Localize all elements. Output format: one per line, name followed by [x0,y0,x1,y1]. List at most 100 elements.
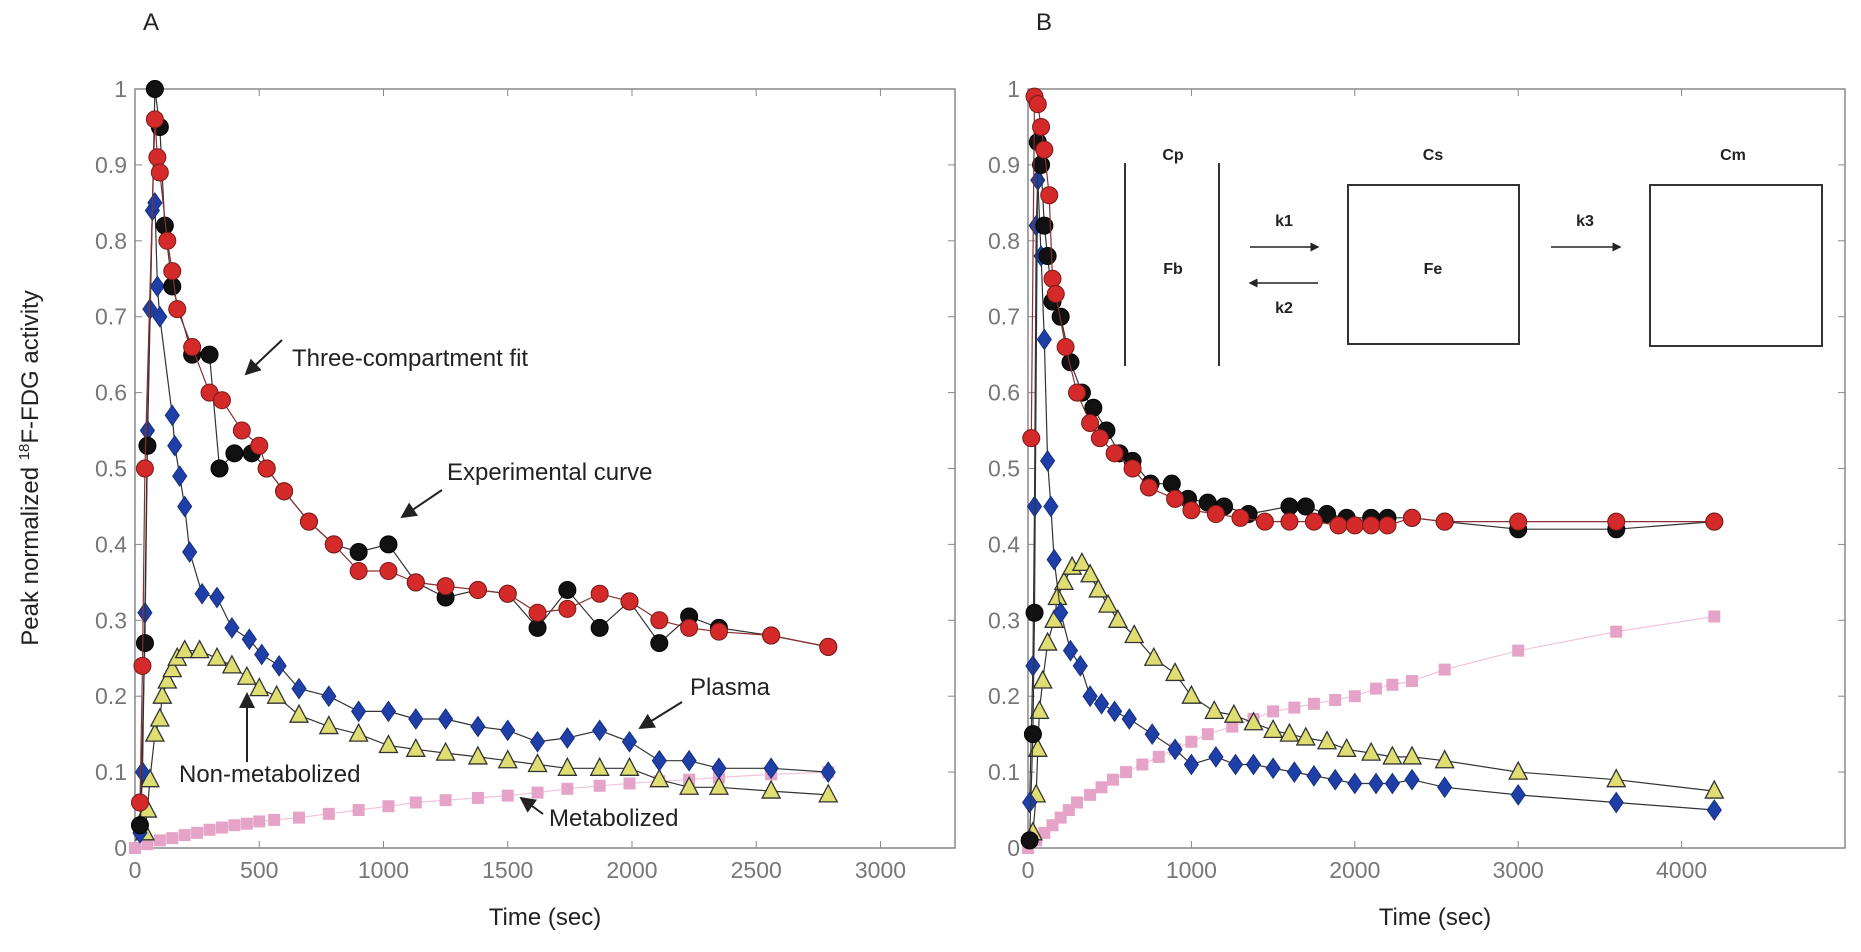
data-point [1243,711,1264,731]
data-point [681,749,697,772]
diagram-cs-box [1347,184,1520,345]
data-point [1201,728,1214,741]
data-point [1164,662,1186,682]
data-point [1022,791,1038,814]
data-point [1223,703,1244,723]
data-point [1286,761,1302,783]
data-point [818,783,839,803]
data-point [1046,548,1062,571]
data-point [1304,512,1323,531]
data-point [1206,505,1225,524]
data-point [189,639,210,659]
y-tick-label: 0.2 [988,683,1020,709]
data-point [149,275,165,298]
data-point [1032,117,1051,136]
data-point [528,603,547,622]
data-point [1071,551,1093,572]
data-point [1068,383,1087,402]
data-point [1183,753,1200,776]
y-tick-label: 1 [114,76,127,102]
data-point [191,826,204,839]
y-axis-label-superscript: 18 [16,444,33,461]
y-tick-label: 0.6 [988,380,1020,406]
series-line-metabolized [1027,615,1715,849]
data-point [1071,796,1084,809]
data-point [1121,708,1137,730]
data-point [1038,246,1057,265]
data-point [679,775,700,795]
data-point [148,148,167,167]
data-point [1081,413,1100,432]
x-tick-label: 1000 [1166,857,1217,883]
data-point [1438,663,1451,676]
data-point [349,542,368,561]
series-line-non-metabolized [1032,562,1715,833]
series-plasma [132,191,836,844]
data-point [224,617,240,639]
data-point [379,561,398,580]
data-point [1370,682,1383,695]
data-point [1105,444,1124,463]
y-tick-label: 0 [114,835,127,861]
data-point [1263,718,1284,739]
data-point [380,700,397,723]
data-point [1040,186,1059,205]
data-point [406,573,425,592]
data-point [225,444,244,463]
x-tick-label: 3000 [855,857,906,883]
x-tick-label: 2500 [731,857,782,883]
data-point [1026,495,1043,518]
data-point [619,756,640,776]
data-point [437,708,454,730]
arrow-icon [400,489,443,519]
data-point [236,665,257,685]
x-tick-label: 2000 [1329,857,1380,883]
axes-b: 0 1000 2000 3000 4000 0 0.1 0.2 0.3 0.4 0.5 0.6 0.7 0… [988,76,1846,883]
data-point [134,761,151,783]
data-point [1265,757,1281,780]
data-point [558,580,577,599]
data-point [650,611,669,630]
data-point [257,459,276,478]
data-point [1043,495,1059,518]
data-point [1347,772,1363,795]
diagram-fe-label: Fe [1424,261,1443,278]
series-non-metabolized [134,639,839,841]
data-point [209,586,225,609]
data-point [405,737,426,757]
data-point [1084,788,1097,801]
data-point [164,404,180,427]
data-point [593,779,606,792]
y-tick-label: 0.8 [95,228,127,254]
diagram-k3-label: k3 [1576,213,1594,230]
data-point [1384,772,1400,795]
data-point [1166,489,1185,508]
axes-a: 0 500 1000 1500 2000 2500 3000 0 0.1 0.2 0.3 0.4 0.5… [95,76,956,883]
data-point [299,512,318,531]
data-point [1435,512,1454,531]
x-tick-label: 4000 [1656,857,1707,883]
data-point [1046,284,1065,303]
data-point [1255,512,1274,531]
data-point [254,643,270,666]
data-point [1152,750,1165,763]
data-point [1608,791,1624,814]
data-point [145,80,164,98]
data-point [1053,601,1069,624]
data-point [590,584,609,603]
data-point [528,618,547,637]
data-point [623,777,636,790]
data-point [1386,678,1399,691]
data-point [1245,753,1262,776]
data-point [152,305,168,328]
data-point [1106,773,1119,786]
data-point [1053,570,1075,590]
data-point [761,779,782,799]
data-point [1704,779,1725,799]
data-point [559,727,575,749]
diagram-cm-label: Cm [1720,147,1746,164]
data-point [467,745,488,765]
data-point [471,791,484,804]
data-point [221,654,242,674]
